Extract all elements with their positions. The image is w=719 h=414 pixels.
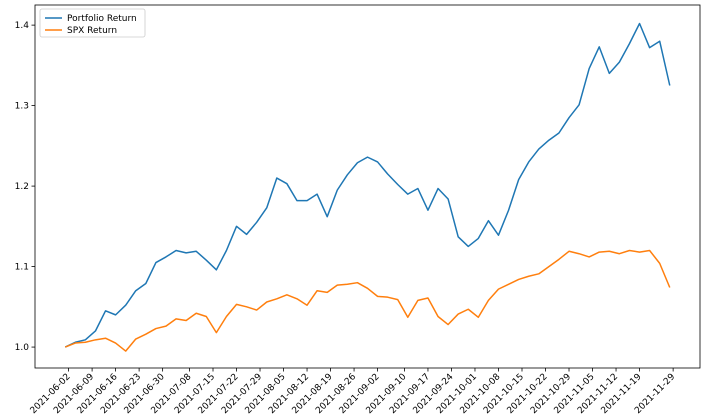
series-line	[64, 249, 671, 352]
y-tick-label: 1.4	[15, 21, 30, 31]
y-tick-label: 1.2	[15, 182, 29, 192]
series-line	[64, 22, 671, 348]
legend: Portfolio Return SPX Return	[39, 8, 146, 38]
legend-box	[39, 8, 146, 38]
plot-frame	[34, 4, 701, 369]
legend-label: SPX Return	[67, 26, 117, 36]
y-tick-label: 1.0	[15, 343, 30, 353]
legend-label: Portfolio Return	[67, 14, 137, 24]
y-tick-label: 1.3	[15, 102, 29, 112]
y-tick-label: 1.1	[15, 263, 29, 273]
